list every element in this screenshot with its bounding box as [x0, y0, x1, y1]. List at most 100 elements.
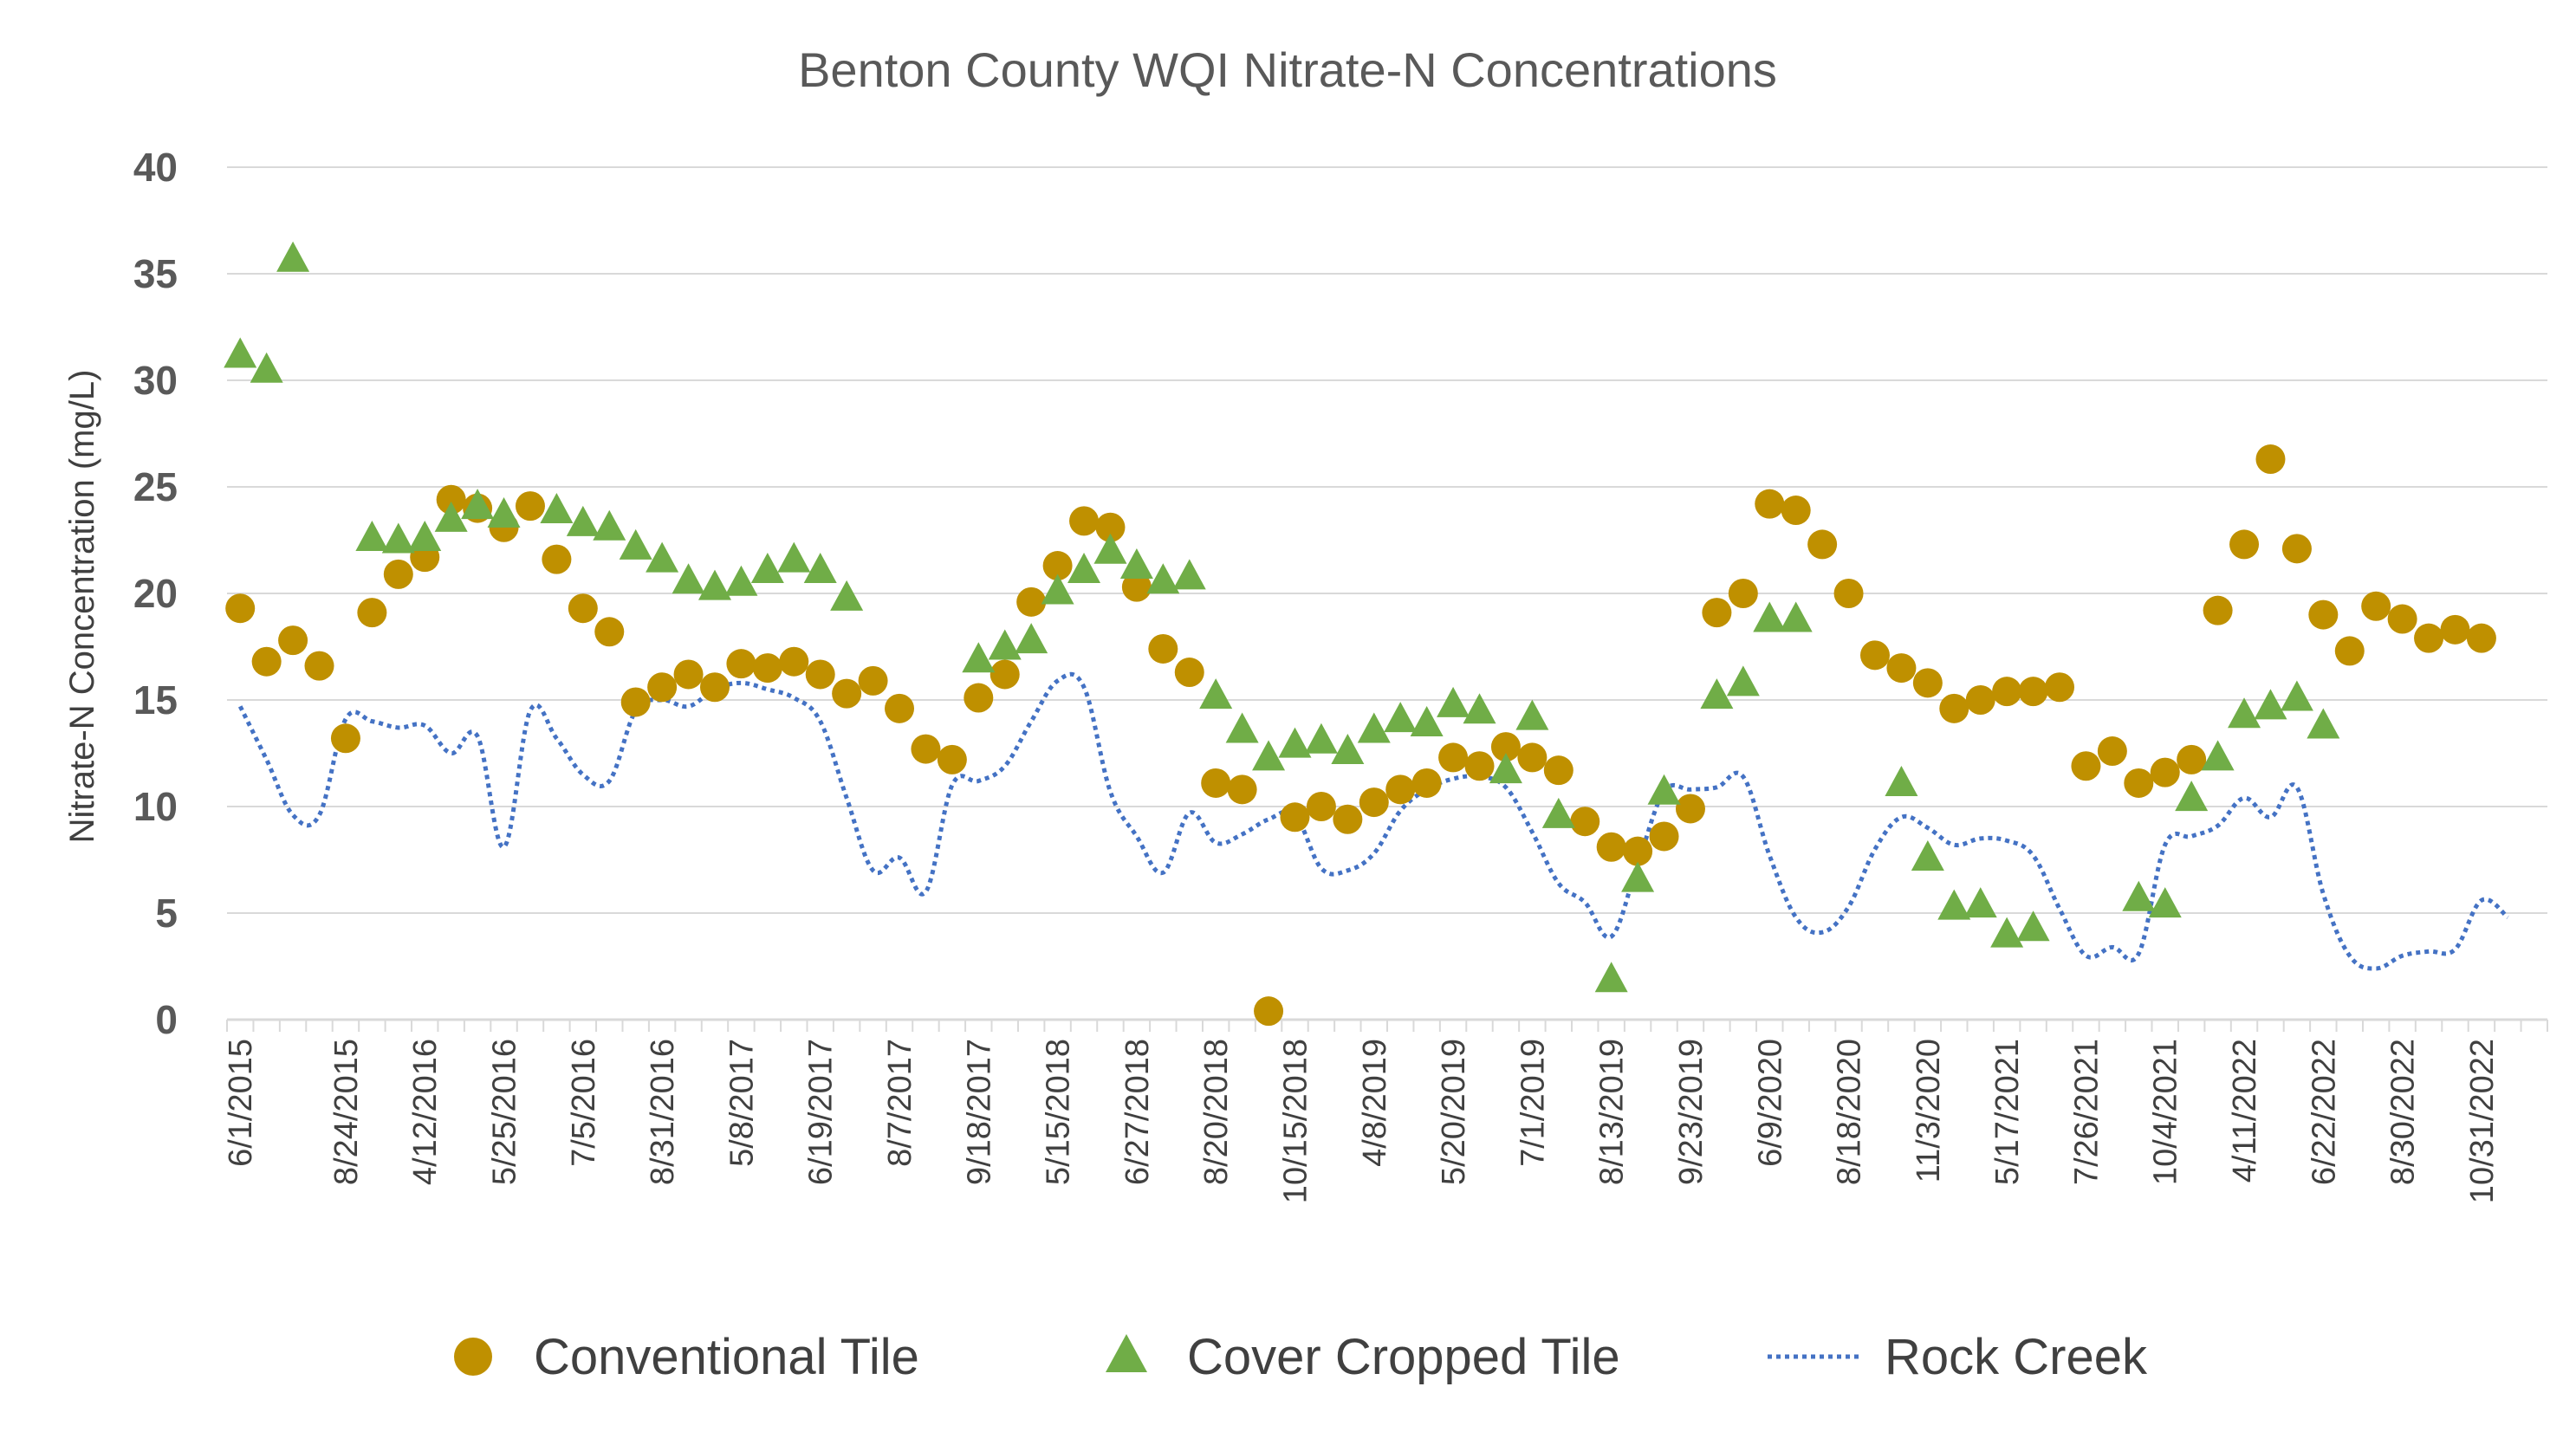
- conventional-tile-point: [1781, 496, 1811, 526]
- conventional-tile-point: [1675, 794, 1705, 824]
- conventional-tile-point: [2071, 751, 2101, 781]
- cover-cropped-tile-point: [1515, 699, 1549, 730]
- cover-cropped-tile-point: [1146, 563, 1180, 594]
- conventional-tile-point: [885, 693, 915, 723]
- conventional-tile-point: [1385, 774, 1416, 805]
- cover-cropped-tile-point: [1384, 702, 1418, 733]
- cover-cropped-tile-point: [408, 521, 442, 552]
- conventional-tile-point: [1755, 489, 1785, 519]
- conventional-tile-point: [1833, 579, 1864, 608]
- cover-cropped-tile-point: [1199, 678, 1233, 710]
- x-tick-label: 8/18/2020: [1832, 1039, 1868, 1185]
- y-tick-label: 35: [133, 251, 178, 296]
- y-tick-label: 25: [133, 464, 178, 509]
- legend-item-rock-creek: Rock Creek: [1768, 1329, 2148, 1385]
- cover-cropped-tile-point: [750, 552, 784, 583]
- conventional-tile-point: [832, 678, 862, 709]
- conventional-tile-point: [1411, 768, 1442, 798]
- cover-cropped-tile-point: [2254, 689, 2287, 720]
- cover-cropped-tile-point: [2148, 887, 2182, 918]
- conventional-tile-point: [225, 593, 256, 624]
- x-tick-label: 8/7/2017: [882, 1039, 918, 1167]
- x-tick-label: 8/24/2015: [328, 1039, 365, 1185]
- x-tick-label: 4/11/2022: [2227, 1039, 2263, 1183]
- cover-cropped-tile-point: [724, 565, 758, 596]
- conventional-tile-point: [1807, 529, 1838, 560]
- y-tick-label: 5: [155, 891, 178, 936]
- y-tick-label: 20: [133, 571, 178, 616]
- series-conventional-tile: [225, 444, 2496, 1027]
- conventional-tile-point: [1254, 996, 1284, 1027]
- conventional-tile-point: [2308, 599, 2339, 630]
- cover-cropped-tile-point: [1252, 740, 1286, 771]
- cover-cropped-tile-point: [2122, 880, 2156, 911]
- conventional-tile-point: [2150, 757, 2180, 787]
- x-tick-label: 9/23/2019: [1673, 1039, 1710, 1185]
- legend-label-rock-creek: Rock Creek: [1885, 1329, 2148, 1385]
- conventional-tile-point: [1992, 677, 2022, 707]
- conventional-tile-point: [726, 649, 756, 679]
- cover-cropped-tile-point: [1172, 559, 1206, 590]
- cover-cropped-tile-point: [2280, 680, 2313, 711]
- cover-cropped-tile-point: [1885, 765, 1918, 796]
- x-tick-label: 6/22/2022: [2306, 1039, 2342, 1185]
- x-tick-label: 6/27/2018: [1119, 1039, 1156, 1185]
- conventional-tile-point: [2387, 604, 2417, 634]
- cover-cropped-tile-point: [2175, 781, 2209, 812]
- y-axis-label: Nitrate-N Concentration (mg/L): [63, 370, 101, 844]
- conventional-tile-point: [937, 744, 967, 774]
- conventional-tile-point: [594, 617, 625, 647]
- conventional-tile-point: [330, 723, 360, 754]
- cover-cropped-tile-point: [1963, 887, 1997, 918]
- cover-cropped-tile-point: [1410, 706, 1444, 737]
- x-tick-label: 6/9/2020: [1752, 1039, 1788, 1167]
- cover-cropped-tile-point: [1937, 889, 1971, 920]
- cover-cropped-tile-point: [593, 509, 626, 541]
- conventional-tile-point: [2255, 444, 2286, 475]
- legend-label-conventional-tile: Conventional Tile: [534, 1329, 919, 1385]
- cover-cropped-tile-point: [1990, 917, 2024, 948]
- conventional-tile-point: [304, 651, 334, 681]
- cover-cropped-tile-point: [988, 629, 1022, 660]
- x-tick-label: 8/20/2018: [1198, 1039, 1235, 1185]
- cover-cropped-tile-point: [1067, 552, 1101, 583]
- cover-cropped-tile-point: [1015, 623, 1048, 654]
- conventional-tile-point: [383, 559, 413, 589]
- cover-cropped-tile-point: [1594, 962, 1628, 993]
- conventional-tile-point: [1886, 653, 1917, 684]
- conventional-tile-point: [357, 598, 387, 628]
- cover-cropped-tile-point: [487, 496, 521, 528]
- legend-item-conventional-tile: Conventional Tile: [454, 1329, 919, 1385]
- cover-cropped-tile-point: [461, 489, 495, 520]
- conventional-tile-point: [1517, 742, 1548, 773]
- cover-cropped-tile-point: [1357, 712, 1391, 743]
- conventional-tile-point: [2124, 768, 2154, 798]
- x-axis: 6/1/2015 8/24/2015 4/12/2016 5/25/2016 7/5/2…: [223, 1018, 2548, 1203]
- cover-cropped-tile-point: [276, 241, 310, 272]
- conventional-tile-point: [2281, 534, 2312, 564]
- conventional-tile-point: [673, 659, 704, 690]
- chart-title: Benton County WQI Nitrate-N Concentratio…: [798, 42, 1777, 97]
- conventional-tile-point: [805, 659, 835, 690]
- cover-cropped-tile-point: [1541, 797, 1575, 828]
- conventional-tile-point: [1438, 742, 1469, 773]
- conventional-tile-point: [1227, 774, 1257, 805]
- conventional-tile-point: [1543, 755, 1574, 786]
- conventional-tile-point: [1121, 572, 1152, 602]
- cover-cropped-tile-point: [1041, 573, 1074, 605]
- conventional-tile-point: [1306, 792, 1336, 821]
- conventional-tile-point: [2045, 672, 2075, 703]
- cover-cropped-tile-point: [540, 493, 574, 524]
- x-tick-label: 10/4/2021: [2148, 1039, 2184, 1185]
- series-rock-creek: [237, 671, 2509, 971]
- y-axis-ticks: 0 5 10 15 20 25 30 35 40: [133, 145, 178, 1042]
- cover-cropped-tile-point: [830, 580, 864, 611]
- conventional-tile-point: [990, 659, 1020, 690]
- conventional-tile-point: [1333, 804, 1363, 834]
- x-tick-label: 11/3/2020: [1911, 1039, 1947, 1183]
- conventional-tile-point: [2097, 736, 2127, 767]
- cover-cropped-tile-point: [1119, 548, 1153, 580]
- cover-cropped-tile-point: [1753, 601, 1787, 632]
- legend-circle-marker: [454, 1338, 492, 1376]
